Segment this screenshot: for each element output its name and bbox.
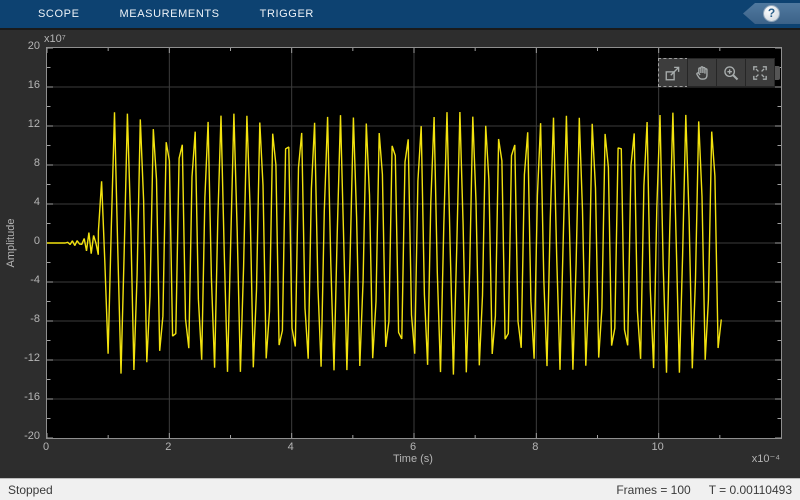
maximize-axes-icon (664, 64, 682, 82)
toolstrip: SCOPE MEASUREMENTS TRIGGER ? (0, 0, 800, 28)
status-right-group: Frames = 100 T = 0.00110493 (616, 483, 792, 497)
maximize-axes-button[interactable] (658, 58, 688, 87)
x-tick-label: 10 (651, 441, 664, 453)
pan-button[interactable] (687, 58, 717, 87)
fit-to-view-button[interactable] (745, 58, 775, 87)
x-tick-label: 4 (287, 441, 294, 453)
y-tick-label: -8 (30, 313, 40, 325)
simulation-state: Stopped (8, 482, 53, 497)
y-tick-label: 20 (27, 40, 40, 52)
toolstrip-divider (0, 28, 800, 30)
x-axis-label: Time (s) (393, 453, 433, 465)
x-tick-label: 6 (409, 441, 417, 453)
x-tick-label: 8 (532, 441, 539, 453)
y-tick-label: 8 (33, 157, 40, 169)
plot-area[interactable] (46, 47, 782, 439)
y-tick-label: -12 (24, 352, 40, 364)
pan-hand-icon (693, 64, 711, 82)
toolbar-collapse-handle[interactable] (775, 65, 780, 80)
zoom-in-icon (722, 64, 740, 82)
zoom-in-button[interactable] (716, 58, 746, 87)
y-tick-label: -16 (24, 391, 40, 403)
tab-measurements[interactable]: MEASUREMENTS (119, 8, 220, 20)
tab-trigger[interactable]: TRIGGER (259, 8, 314, 20)
frames-count: Frames = 100 (616, 482, 691, 497)
y-tick-label: 12 (27, 118, 40, 130)
help-icon[interactable]: ? (763, 5, 780, 22)
y-scale-multiplier: x10⁷ (44, 33, 66, 45)
y-tick-label: -20 (24, 430, 40, 442)
plot-hover-toolbar (658, 58, 780, 87)
y-tick-label: 16 (27, 79, 40, 91)
sim-time: T = 0.00110493 (708, 482, 792, 497)
tab-scope[interactable]: SCOPE (38, 8, 80, 20)
y-axis-label: Amplitude (5, 218, 17, 268)
fit-to-view-icon (751, 64, 769, 82)
plot-canvas[interactable] (47, 48, 781, 438)
x-scale-multiplier: x10⁻⁴ (751, 453, 780, 465)
x-tick-label: 0 (42, 441, 50, 453)
help-banner: ? (743, 3, 800, 24)
signal-trace (47, 111, 722, 375)
status-bar: Stopped Frames = 100 T = 0.00110493 (0, 478, 800, 500)
x-tick-label: 2 (165, 441, 172, 453)
